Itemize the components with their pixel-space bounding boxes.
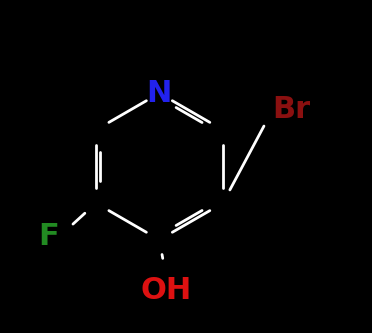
Text: Br: Br — [273, 95, 311, 125]
Text: F: F — [39, 222, 60, 251]
Text: N: N — [147, 79, 172, 108]
Text: OH: OH — [140, 276, 192, 305]
